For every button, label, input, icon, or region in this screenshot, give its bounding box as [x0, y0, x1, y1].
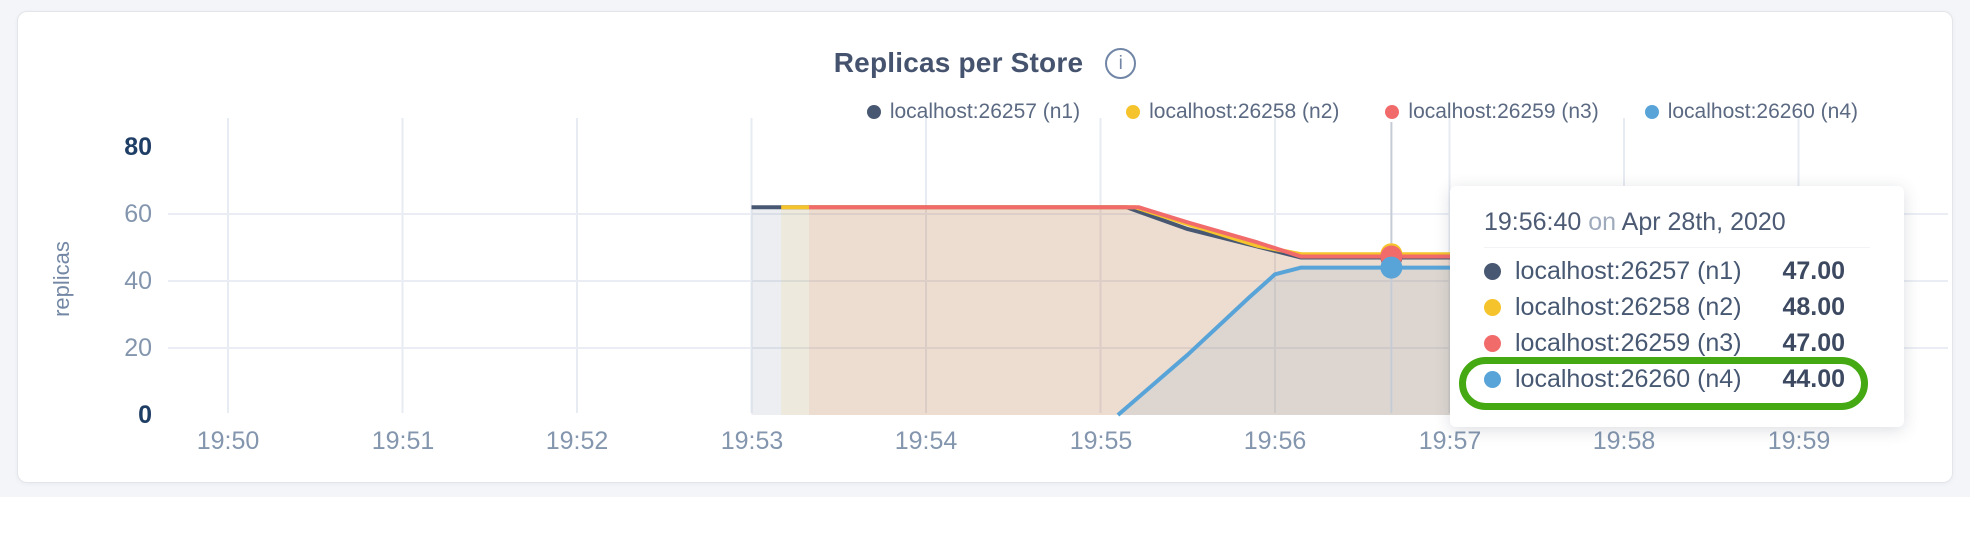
y-axis-tick-60: 60: [124, 200, 152, 228]
series-line: [1116, 265, 1485, 417]
tooltip-row-value: 47.00: [1782, 328, 1845, 357]
series-dot-icon: [1126, 105, 1141, 119]
series-area: [1117, 267, 1485, 415]
legend-label: localhost:26259 (n3): [1408, 100, 1599, 123]
y-axis-tick-20: 20: [124, 334, 152, 362]
x-axis-tick: 19:53: [720, 427, 784, 455]
tooltip-row-label: localhost:26260 (n4): [1515, 364, 1742, 393]
tooltip-row-n3: localhost:26259 (n3) 47.00: [1484, 325, 1845, 361]
hover-dot: [1380, 256, 1403, 279]
x-axis-tick: 19:57: [1418, 427, 1482, 455]
legend-item-n4[interactable]: localhost:26260 (n4): [1644, 100, 1858, 124]
tooltip-row-value: 47.00: [1782, 256, 1845, 285]
legend-label: localhost:26258 (n2): [1149, 100, 1340, 123]
tooltip-row-label: localhost:26259 (n3): [1515, 328, 1742, 357]
series-dot-icon: [1484, 262, 1501, 280]
chart-header: Replicas per Store i: [0, 44, 1970, 82]
legend-item-n1[interactable]: localhost:26257 (n1): [866, 100, 1081, 124]
tooltip-rows: localhost:26257 (n1) 47.00 localhost:262…: [1450, 253, 1904, 397]
tooltip-row-value: 48.00: [1782, 292, 1845, 321]
chart-title: Replicas per Store: [833, 47, 1084, 78]
legend-item-n3[interactable]: localhost:26259 (n3): [1385, 100, 1599, 124]
x-axis-tick: 19:54: [894, 427, 958, 455]
tooltip-date: Apr 28th, 2020: [1621, 208, 1786, 236]
legend-item-n2[interactable]: localhost:26258 (n2): [1126, 100, 1339, 124]
tooltip-row-n4: localhost:26260 (n4) 44.00: [1484, 361, 1845, 397]
y-axis-tick-80: 80: [124, 133, 152, 161]
y-axis-tick-0: 0: [138, 401, 152, 429]
tooltip-time: 19:56:40: [1484, 208, 1582, 236]
x-axis-tick: 19:52: [545, 427, 609, 455]
info-icon[interactable]: i: [1105, 47, 1137, 79]
x-axis-tick: 19:50: [196, 427, 260, 455]
x-axis-tick: 19:55: [1069, 427, 1133, 455]
y-axis-tick-40: 40: [124, 267, 152, 295]
tooltip-timestamp: 19:56:40 on Apr 28th, 2020: [1484, 208, 1870, 248]
tooltip-row-label: localhost:26258 (n2): [1515, 292, 1742, 321]
hover-tooltip: 19:56:40 on Apr 28th, 2020 localhost:262…: [1450, 186, 1904, 427]
green-annotation-ring: [1459, 357, 1868, 410]
tooltip-row-value: 44.00: [1782, 364, 1845, 393]
series-dot-icon: [1484, 334, 1501, 352]
series-line: [809, 205, 1485, 259]
series-dot-icon: [1385, 105, 1400, 119]
tooltip-row-label: localhost:26257 (n1): [1515, 256, 1742, 285]
legend-label: localhost:26257 (n1): [889, 100, 1081, 123]
tooltip-conjunction: on: [1588, 208, 1617, 236]
y-axis-label: replicas: [49, 241, 74, 317]
tooltip-row-n1: localhost:26257 (n1) 47.00: [1484, 253, 1845, 289]
x-axis-tick: 19:59: [1767, 427, 1831, 455]
tooltip-row-n2: localhost:26258 (n2) 48.00: [1484, 289, 1845, 325]
x-axis-tick: 19:58: [1592, 427, 1656, 455]
series-dot-icon: [1644, 105, 1659, 119]
series-dot-icon: [866, 105, 881, 119]
legend: localhost:26257 (n1) localhost:26258 (n2…: [866, 100, 1858, 124]
legend-label: localhost:26260 (n4): [1667, 100, 1858, 123]
series-dot-icon: [1484, 298, 1501, 316]
x-axis-tick: 19:51: [371, 427, 435, 455]
x-axis-tick: 19:56: [1243, 427, 1307, 455]
